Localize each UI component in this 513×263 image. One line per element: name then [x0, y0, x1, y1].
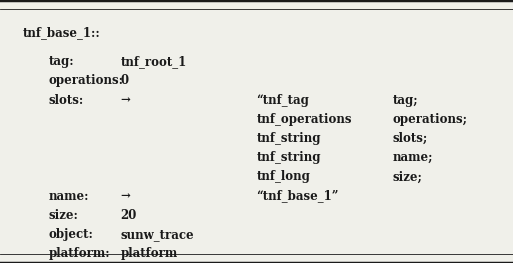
Text: tnf_string: tnf_string	[256, 132, 321, 145]
Text: tag:: tag:	[49, 55, 74, 68]
Text: slots;: slots;	[392, 132, 428, 145]
Text: tnf_operations: tnf_operations	[256, 113, 352, 126]
Text: slots:: slots:	[49, 94, 84, 107]
Text: tnf_base_1::: tnf_base_1::	[23, 26, 101, 39]
Text: platform:: platform:	[49, 247, 110, 260]
Text: →: →	[121, 190, 130, 203]
Text: “tnf_tag: “tnf_tag	[256, 94, 309, 107]
Text: tnf_root_1: tnf_root_1	[121, 55, 187, 68]
Text: object:: object:	[49, 228, 93, 241]
Text: tag;: tag;	[392, 94, 418, 107]
Text: size;: size;	[392, 170, 422, 183]
Text: tnf_string: tnf_string	[256, 151, 321, 164]
Text: “tnf_base_1”: “tnf_base_1”	[256, 190, 339, 203]
Text: operations:: operations:	[49, 74, 124, 87]
Text: platform: platform	[121, 247, 178, 260]
Text: operations;: operations;	[392, 113, 467, 126]
Text: tnf_long: tnf_long	[256, 170, 310, 183]
Text: 0: 0	[121, 74, 129, 87]
Text: size:: size:	[49, 209, 78, 222]
Text: 20: 20	[121, 209, 137, 222]
Text: →: →	[121, 94, 130, 107]
Text: name;: name;	[392, 151, 433, 164]
Text: name:: name:	[49, 190, 89, 203]
Text: sunw_trace: sunw_trace	[121, 228, 194, 241]
